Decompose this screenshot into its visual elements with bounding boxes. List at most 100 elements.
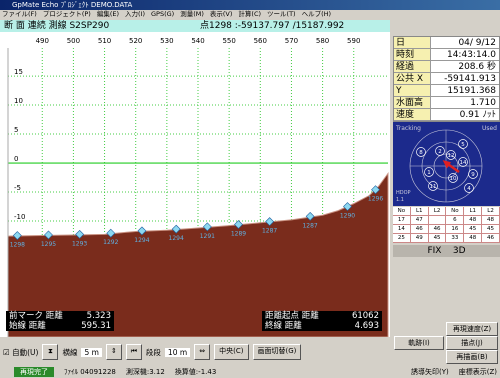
- menu-item[interactable]: 編集(E): [96, 10, 119, 18]
- sat-cell: 46: [482, 234, 500, 242]
- point-label: 1287: [302, 222, 317, 229]
- toolbar: ☑ 自動(U) ⧗ 横線 5 m ⇕ ⏮ 段段 10 m ⇔ 中央(C) 画面切…: [0, 340, 390, 364]
- menu-item[interactable]: GPS(G): [151, 10, 175, 18]
- menu-item[interactable]: ファイル(F): [2, 10, 37, 18]
- overlay-value: 4.693: [354, 321, 379, 331]
- info-row: 時刻 14:43:14.0: [394, 49, 499, 61]
- sat-cell: L1: [411, 207, 429, 215]
- center-button[interactable]: 中央(C): [214, 344, 249, 360]
- replay-speed-button[interactable]: 再現速度(Z): [446, 322, 498, 336]
- info-label: 水面高: [394, 97, 431, 108]
- step-spin[interactable]: ⇔: [194, 344, 211, 360]
- guide-button[interactable]: 誘導矢印(Y): [410, 367, 449, 376]
- x-tick-label: 490: [36, 37, 49, 45]
- step-value[interactable]: 10 m: [164, 347, 191, 357]
- menu-item[interactable]: 計算(C): [238, 10, 262, 18]
- switch-button[interactable]: 画面切替(G): [252, 344, 302, 360]
- point-marker: [137, 226, 147, 236]
- overlay-row: 前マーク 距離 5.323: [9, 311, 111, 321]
- satellite: [464, 183, 474, 193]
- x-tick-label: 520: [129, 37, 142, 45]
- menu-item[interactable]: 表示(V): [209, 10, 233, 18]
- x-tick-label: 580: [316, 37, 329, 45]
- step-icon[interactable]: ⏮: [125, 344, 142, 360]
- point-label: 1290: [340, 213, 355, 220]
- satellite-id: 11: [430, 184, 437, 190]
- satellite-id: 14: [460, 160, 467, 166]
- info-row: 日 04/ 9/12: [394, 37, 499, 49]
- x-tick-label: 540: [191, 37, 204, 45]
- sat-cell: 17: [393, 216, 411, 224]
- menu-item[interactable]: ツール(T): [267, 10, 296, 18]
- hline-step[interactable]: 5 m: [81, 347, 102, 357]
- overlay-row: 距離起点 距離 61062: [265, 311, 379, 321]
- sat-cell: 48: [464, 216, 483, 224]
- status-bar: 再現完了 ﾌｧｲﾙ 04091228 測深機:3.12 換算値:-1.43 誘導…: [0, 365, 500, 378]
- sat-row: 14 46 46 16 45 45: [393, 225, 500, 234]
- x-tick-label: 500: [67, 37, 80, 45]
- overlay-value: 595.31: [81, 321, 111, 331]
- overlay-label: 前マーク 距離: [9, 311, 63, 321]
- sat-cell: 16: [446, 225, 465, 233]
- sat-cell: L2: [429, 207, 447, 215]
- point-label: 1294: [134, 237, 149, 244]
- satellite-id: 2: [438, 149, 442, 155]
- menu-item[interactable]: プロジェクト(P): [42, 10, 91, 18]
- redraw-button[interactable]: 再描画(B): [446, 350, 498, 364]
- track-button[interactable]: 軌跡(I): [394, 336, 444, 350]
- sat-cell: [429, 216, 447, 224]
- sat-cell: 45: [482, 225, 500, 233]
- point-marker: [343, 202, 352, 211]
- sky-used: Used: [482, 125, 497, 132]
- sat-row: No L1 L2 No L1 L2: [393, 207, 500, 216]
- satellite-table: No L1 L2 No L1 L2 17 47 6 48 48 14 46 46 16 45 45 25 49 45 3…: [393, 207, 500, 243]
- coord-button[interactable]: 座標表示(Z): [458, 367, 497, 376]
- hdop-label: HDOP: [396, 190, 411, 196]
- sat-cell: 33: [446, 234, 465, 242]
- menu-item[interactable]: 入力(I): [125, 10, 145, 18]
- overlay-value: 5.323: [86, 311, 111, 321]
- point-marker: [75, 229, 85, 239]
- point-marker: [202, 222, 212, 232]
- point-label: 1289: [231, 231, 246, 238]
- y-tick-label: 0: [14, 155, 18, 163]
- y-tick-label: -10: [14, 213, 25, 221]
- info-label: 公共 X: [394, 73, 431, 84]
- seabed-area: [7, 171, 389, 337]
- satellite-id: 4: [467, 186, 471, 192]
- sat-row: 25 49 45 33 48 46: [393, 234, 500, 243]
- auto-checkbox[interactable]: ☑ 自動(U): [3, 347, 39, 357]
- point-label: 1298: [10, 242, 25, 249]
- point-marker: [265, 217, 275, 227]
- point-marker: [106, 228, 116, 238]
- info-row: 速度 0.91 ﾉｯﾄ: [394, 109, 499, 121]
- overlay-label: 距離起点 距離: [265, 311, 319, 321]
- header-text: 断 面 連続 測線 S2SP290: [4, 21, 110, 31]
- menu-bar: ファイル(F) プロジェクト(P) 編集(E) 入力(I) GPS(G) 測量(M) 表示(…: [0, 10, 500, 19]
- sat-cell: 46: [411, 225, 429, 233]
- info-value: 14:43:14.0: [446, 50, 496, 60]
- overlay-left: 前マーク 距離 5.323 始線 距離 595.31: [6, 311, 114, 331]
- info-value: 1.710: [470, 98, 496, 108]
- info-row: 公共 X -59141.913: [394, 73, 499, 85]
- step-label: 段段: [145, 347, 161, 357]
- point-marker: [234, 220, 243, 229]
- hline-spin[interactable]: ⇕: [105, 344, 122, 360]
- fix-value: 3D: [452, 246, 466, 256]
- x-tick-label: 560: [254, 37, 267, 45]
- point-label: 1296: [368, 196, 383, 203]
- sat-cell: 14: [393, 225, 411, 233]
- sat-cell: 49: [411, 234, 429, 242]
- info-table: 日 04/ 9/12 時刻 14:43:14.0 経過 208.6 秒公共 X -59141…: [393, 36, 500, 122]
- plot-button[interactable]: 描点(J): [446, 336, 498, 350]
- menu-item[interactable]: 測量(M): [180, 10, 204, 18]
- satellite: [428, 181, 438, 191]
- sat-cell: 46: [429, 225, 447, 233]
- point-marker: [44, 230, 53, 240]
- hline-icon[interactable]: ⧗: [42, 344, 59, 360]
- menu-item[interactable]: ヘルプ(H): [301, 10, 332, 18]
- point-label: 1291: [200, 233, 215, 240]
- profile-header: 断 面 連続 測線 S2SP290 点1298 :-59137.797 /1518…: [0, 20, 390, 32]
